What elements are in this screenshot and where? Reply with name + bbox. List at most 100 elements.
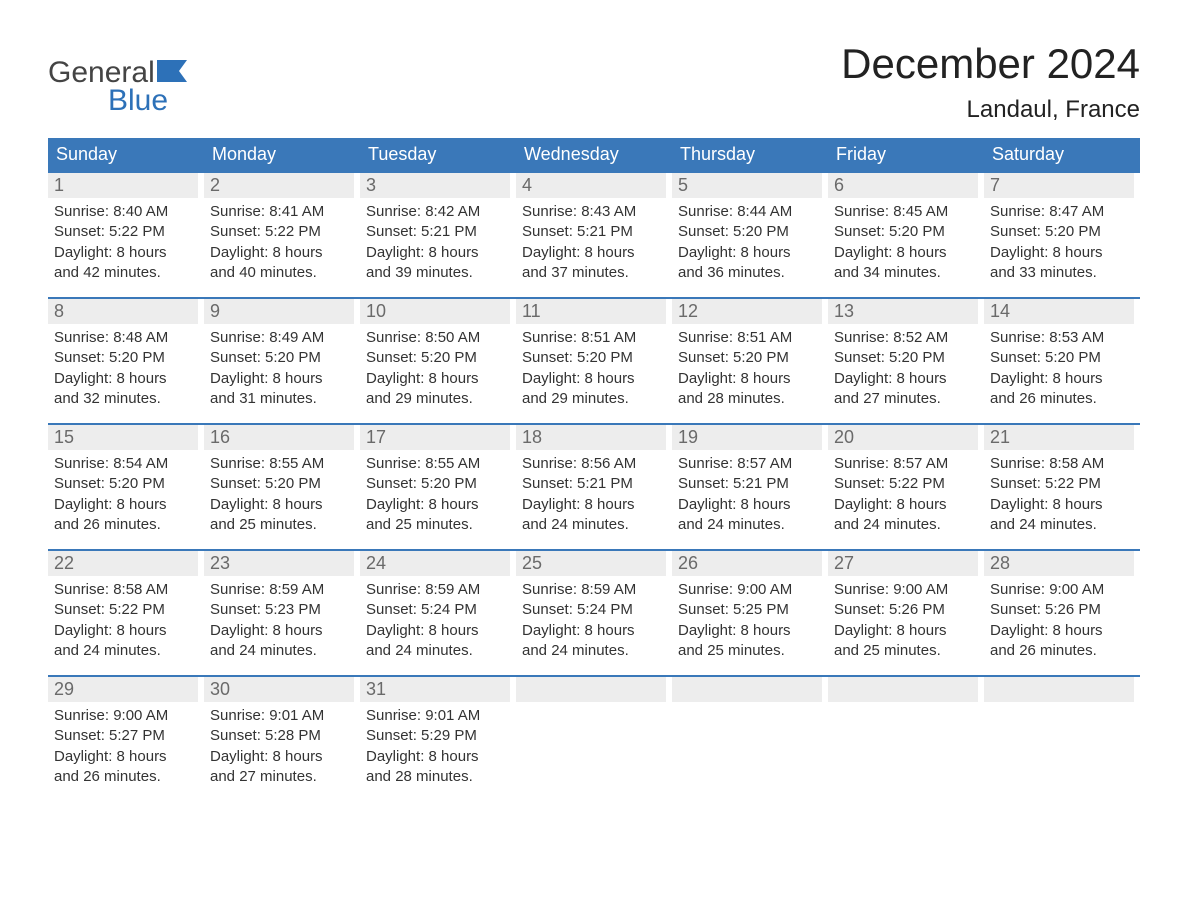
day-number: 7 <box>984 173 1134 198</box>
sunrise-text: Sunrise: 9:01 AM <box>210 706 354 726</box>
daylight-line-2: and 33 minutes. <box>990 263 1134 283</box>
day-details: Sunrise: 8:52 AMSunset: 5:20 PMDaylight:… <box>828 324 978 409</box>
daylight-line-1: Daylight: 8 hours <box>678 621 822 641</box>
calendar-week: 15Sunrise: 8:54 AMSunset: 5:20 PMDayligh… <box>48 423 1140 535</box>
day-number: 10 <box>360 299 510 324</box>
day-details: Sunrise: 8:40 AMSunset: 5:22 PMDaylight:… <box>48 198 198 283</box>
calendar-day: 12Sunrise: 8:51 AMSunset: 5:20 PMDayligh… <box>672 299 828 409</box>
logo-word-blue: Blue <box>108 86 168 116</box>
weekday-header: Tuesday <box>360 138 516 171</box>
daylight-line-1: Daylight: 8 hours <box>678 243 822 263</box>
calendar-day <box>516 677 672 787</box>
calendar-day: 13Sunrise: 8:52 AMSunset: 5:20 PMDayligh… <box>828 299 984 409</box>
sunset-text: Sunset: 5:21 PM <box>522 474 666 494</box>
daylight-line-1: Daylight: 8 hours <box>54 621 198 641</box>
sunset-text: Sunset: 5:20 PM <box>210 348 354 368</box>
calendar-day <box>828 677 984 787</box>
daylight-line-1: Daylight: 8 hours <box>522 243 666 263</box>
calendar-day: 9Sunrise: 8:49 AMSunset: 5:20 PMDaylight… <box>204 299 360 409</box>
daylight-line-2: and 31 minutes. <box>210 389 354 409</box>
daylight-line-1: Daylight: 8 hours <box>54 243 198 263</box>
daylight-line-2: and 26 minutes. <box>990 641 1134 661</box>
sunset-text: Sunset: 5:20 PM <box>678 348 822 368</box>
calendar-day: 4 Sunrise: 8:43 AMSunset: 5:21 PMDaylight… <box>516 173 672 283</box>
day-details: Sunrise: 8:51 AMSunset: 5:20 PMDaylight:… <box>516 324 666 409</box>
sunset-text: Sunset: 5:21 PM <box>678 474 822 494</box>
calendar-day: 30Sunrise: 9:01 AMSunset: 5:28 PMDayligh… <box>204 677 360 787</box>
calendar-day: 16Sunrise: 8:55 AMSunset: 5:20 PMDayligh… <box>204 425 360 535</box>
day-number: 14 <box>984 299 1134 324</box>
daylight-line-2: and 24 minutes. <box>54 641 198 661</box>
calendar-day: 5Sunrise: 8:44 AMSunset: 5:20 PMDaylight… <box>672 173 828 283</box>
day-number: 4 <box>516 173 666 198</box>
sunrise-text: Sunrise: 8:51 AM <box>678 328 822 348</box>
day-number: 18 <box>516 425 666 450</box>
day-details: Sunrise: 9:01 AMSunset: 5:29 PMDaylight:… <box>360 702 510 787</box>
sunrise-text: Sunrise: 8:49 AM <box>210 328 354 348</box>
sunset-text: Sunset: 5:24 PM <box>366 600 510 620</box>
day-details: Sunrise: 8:59 AMSunset: 5:24 PMDaylight:… <box>516 576 666 661</box>
daylight-line-2: and 25 minutes. <box>210 515 354 535</box>
sunset-text: Sunset: 5:26 PM <box>834 600 978 620</box>
sunset-text: Sunset: 5:20 PM <box>522 348 666 368</box>
daylight-line-2: and 24 minutes. <box>522 515 666 535</box>
day-number: 11 <box>516 299 666 324</box>
daylight-line-1: Daylight: 8 hours <box>210 621 354 641</box>
daylight-line-1: Daylight: 8 hours <box>990 243 1134 263</box>
day-details: Sunrise: 8:57 AMSunset: 5:22 PMDaylight:… <box>828 450 978 535</box>
day-details: Sunrise: 8:58 AMSunset: 5:22 PMDaylight:… <box>48 576 198 661</box>
day-number: 6 <box>828 173 978 198</box>
sunset-text: Sunset: 5:28 PM <box>210 726 354 746</box>
daylight-line-1: Daylight: 8 hours <box>522 369 666 389</box>
daylight-line-2: and 24 minutes. <box>366 641 510 661</box>
sunset-text: Sunset: 5:22 PM <box>54 600 198 620</box>
sunrise-text: Sunrise: 8:53 AM <box>990 328 1134 348</box>
daylight-line-2: and 40 minutes. <box>210 263 354 283</box>
weekday-header-row: Sunday Monday Tuesday Wednesday Thursday… <box>48 138 1140 171</box>
daylight-line-2: and 29 minutes. <box>522 389 666 409</box>
daylight-line-2: and 37 minutes. <box>522 263 666 283</box>
calendar-day: 28Sunrise: 9:00 AMSunset: 5:26 PMDayligh… <box>984 551 1140 661</box>
day-number: 27 <box>828 551 978 576</box>
daylight-line-2: and 24 minutes. <box>210 641 354 661</box>
sunrise-text: Sunrise: 8:42 AM <box>366 202 510 222</box>
day-number <box>828 677 978 702</box>
daylight-line-1: Daylight: 8 hours <box>366 243 510 263</box>
sunrise-text: Sunrise: 8:43 AM <box>522 202 666 222</box>
calendar-day: 2Sunrise: 8:41 AMSunset: 5:22 PMDaylight… <box>204 173 360 283</box>
daylight-line-2: and 42 minutes. <box>54 263 198 283</box>
sunrise-text: Sunrise: 8:59 AM <box>522 580 666 600</box>
daylight-line-2: and 26 minutes. <box>990 389 1134 409</box>
daylight-line-2: and 24 minutes. <box>990 515 1134 535</box>
day-number: 2 <box>204 173 354 198</box>
day-details: Sunrise: 8:50 AMSunset: 5:20 PMDaylight:… <box>360 324 510 409</box>
daylight-line-1: Daylight: 8 hours <box>990 495 1134 515</box>
daylight-line-1: Daylight: 8 hours <box>54 747 198 767</box>
day-number: 21 <box>984 425 1134 450</box>
daylight-line-1: Daylight: 8 hours <box>522 621 666 641</box>
daylight-line-1: Daylight: 8 hours <box>678 495 822 515</box>
calendar-day: 14Sunrise: 8:53 AMSunset: 5:20 PMDayligh… <box>984 299 1140 409</box>
sunset-text: Sunset: 5:20 PM <box>54 474 198 494</box>
day-number: 20 <box>828 425 978 450</box>
day-details: Sunrise: 8:55 AMSunset: 5:20 PMDaylight:… <box>360 450 510 535</box>
day-number <box>984 677 1134 702</box>
weekday-header: Friday <box>828 138 984 171</box>
day-number: 1 <box>48 173 198 198</box>
day-details: Sunrise: 8:45 AMSunset: 5:20 PMDaylight:… <box>828 198 978 283</box>
day-details: Sunrise: 8:55 AMSunset: 5:20 PMDaylight:… <box>204 450 354 535</box>
sunrise-text: Sunrise: 8:57 AM <box>834 454 978 474</box>
daylight-line-2: and 28 minutes. <box>366 767 510 787</box>
calendar-day: 21Sunrise: 8:58 AMSunset: 5:22 PMDayligh… <box>984 425 1140 535</box>
daylight-line-1: Daylight: 8 hours <box>54 369 198 389</box>
location-label: Landaul, France <box>841 96 1140 124</box>
sunset-text: Sunset: 5:21 PM <box>522 222 666 242</box>
header: General Blue December 2024 Landaul, Fran… <box>48 40 1140 124</box>
calendar-day: 1Sunrise: 8:40 AMSunset: 5:22 PMDaylight… <box>48 173 204 283</box>
calendar-day: 15Sunrise: 8:54 AMSunset: 5:20 PMDayligh… <box>48 425 204 535</box>
day-number: 15 <box>48 425 198 450</box>
day-number: 3 <box>360 173 510 198</box>
day-number: 23 <box>204 551 354 576</box>
day-details: Sunrise: 8:53 AMSunset: 5:20 PMDaylight:… <box>984 324 1134 409</box>
day-number: 5 <box>672 173 822 198</box>
